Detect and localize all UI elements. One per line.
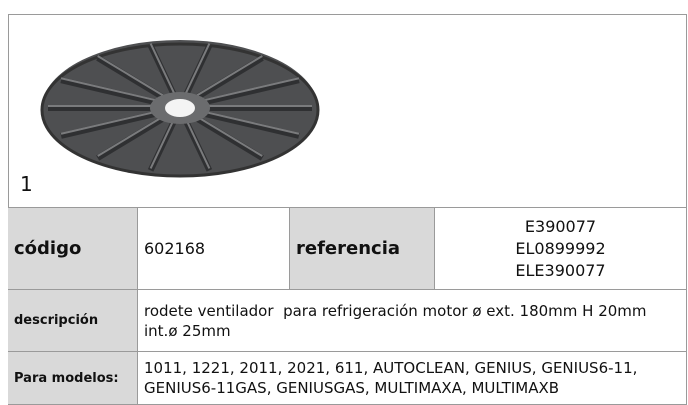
description: rodete ventilador para refrigeración mot… bbox=[144, 301, 652, 340]
fan-part bbox=[60, 77, 160, 106]
fan-part bbox=[165, 99, 195, 117]
fan-part bbox=[96, 55, 167, 102]
item-number: 1 bbox=[20, 172, 33, 196]
reference: EL0899992 bbox=[515, 238, 606, 258]
product-image bbox=[40, 40, 320, 178]
fan-part bbox=[193, 55, 264, 102]
fan-part bbox=[201, 77, 300, 102]
label-cell: referencia bbox=[290, 207, 435, 290]
reference: ELE390077 bbox=[515, 260, 606, 280]
fan-part bbox=[200, 110, 300, 139]
fan-part bbox=[60, 110, 159, 135]
value-cell: 1011, 1221, 2011, 2021, 611, AUTOCLEAN, … bbox=[138, 352, 687, 405]
fan-part bbox=[184, 117, 211, 169]
label: código bbox=[14, 238, 82, 259]
fan-part bbox=[194, 114, 263, 157]
fan-rim bbox=[40, 42, 320, 178]
label-cell: código bbox=[8, 207, 138, 290]
reference: E390077 bbox=[524, 216, 597, 236]
models: 1011, 1221, 2011, 2021, 611, AUTOCLEAN, … bbox=[144, 359, 638, 397]
fan-part bbox=[60, 110, 160, 139]
code: 602168 bbox=[144, 239, 206, 258]
label: referencia bbox=[296, 238, 401, 259]
fan-part bbox=[194, 55, 263, 98]
label-cell: Para modelos: bbox=[8, 352, 138, 405]
label: descripción bbox=[14, 313, 99, 328]
fan-part bbox=[200, 77, 300, 106]
label-cell: descripción bbox=[8, 290, 138, 352]
value-cell: rodete ventilador para refrigeración mot… bbox=[138, 290, 687, 352]
fan-part bbox=[184, 43, 211, 95]
fan-part bbox=[97, 55, 166, 98]
fan-part bbox=[149, 117, 176, 169]
label: Para modelos: bbox=[14, 370, 119, 386]
fan-part bbox=[60, 77, 159, 102]
fan-part bbox=[96, 114, 167, 161]
fan-part bbox=[201, 110, 300, 135]
value-cell: E390077 EL0899992 ELE390077 bbox=[435, 207, 687, 290]
fan-part bbox=[97, 114, 166, 157]
fan-part bbox=[149, 43, 176, 95]
fan-part bbox=[193, 114, 264, 161]
value-cell: 602168 bbox=[138, 207, 290, 290]
